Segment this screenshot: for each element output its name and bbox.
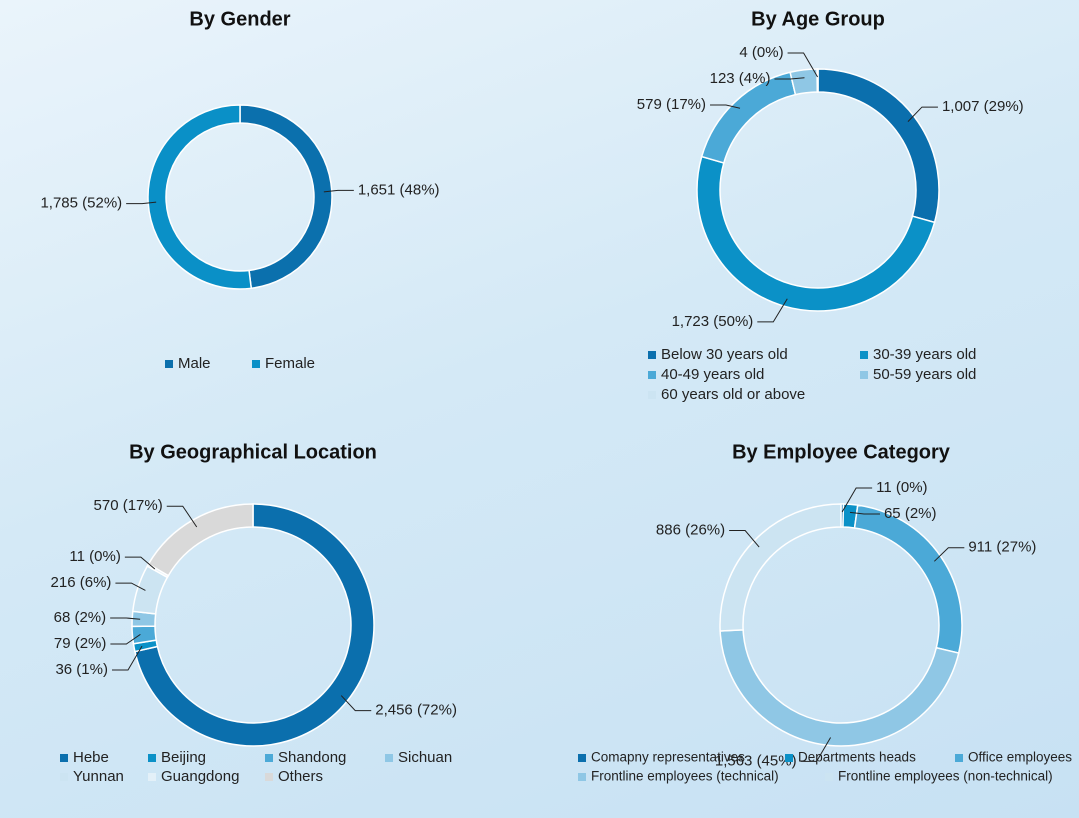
legend-label: Guangdong (161, 768, 239, 785)
leader-line (800, 737, 832, 762)
data-label: 36 (1%) (55, 661, 108, 678)
donut-slice (147, 503, 254, 577)
legend-swatch (60, 773, 68, 781)
leader-line (115, 582, 146, 591)
legend-label: 50-59 years old (873, 366, 976, 383)
legend-label: Yunnan (73, 768, 124, 785)
legend-swatch (860, 371, 868, 379)
legend-swatch (252, 360, 260, 368)
donut-slice (853, 504, 963, 654)
donut-slice (817, 68, 940, 224)
leader-line (729, 530, 760, 548)
leader-line (110, 617, 141, 620)
legend-swatch (148, 754, 156, 762)
leader-line (111, 645, 143, 671)
leader-line (849, 511, 880, 515)
data-label: 1,785 (52%) (40, 195, 122, 212)
legend-label: Frontline employees (technical) (591, 769, 779, 784)
legend-label: Below 30 years old (661, 346, 788, 363)
legend-swatch (785, 754, 793, 762)
legend-swatch (265, 773, 273, 781)
chart-title: By Geographical Location (129, 441, 377, 463)
legend-label: Shandong (278, 749, 346, 766)
data-label: 579 (17%) (637, 96, 706, 113)
leader-line (907, 106, 938, 122)
data-label: 886 (26%) (656, 522, 725, 539)
legend-swatch (648, 371, 656, 379)
legend-label: Others (278, 768, 323, 785)
data-label: 2,456 (72%) (375, 702, 457, 719)
legend-swatch (165, 360, 173, 368)
data-label: 570 (17%) (94, 497, 163, 514)
data-label: 65 (2%) (884, 505, 937, 522)
legend-swatch (385, 754, 393, 762)
leader-line (774, 77, 805, 80)
donut-slice (719, 503, 842, 632)
chart-title: By Age Group (751, 8, 885, 30)
legend-swatch (578, 754, 586, 762)
legend-label: Beijing (161, 749, 206, 766)
data-label: 79 (2%) (54, 635, 107, 652)
legend-label: 30-39 years old (873, 346, 976, 363)
leader-line (166, 505, 198, 528)
donut-slice (696, 155, 936, 312)
data-label: 68 (2%) (54, 609, 107, 626)
donut-slice (816, 68, 819, 93)
leader-line (340, 695, 372, 712)
data-label: 216 (6%) (51, 574, 112, 591)
legend-swatch (825, 773, 833, 781)
legend-swatch (265, 754, 273, 762)
data-label: 1,563 (45%) (715, 752, 797, 769)
legend-label: Male (178, 355, 211, 372)
legend-swatch (648, 391, 656, 399)
legend-label: Hebe (73, 749, 109, 766)
legend-label: Female (265, 355, 315, 372)
legend-swatch (648, 351, 656, 359)
legend-swatch (578, 773, 586, 781)
legend-label: Office employees (968, 750, 1072, 765)
donut-slice (239, 104, 333, 290)
leader-line (323, 189, 354, 193)
donut-slice (131, 625, 158, 645)
donut-slice (719, 629, 960, 747)
leader-line (757, 298, 788, 323)
legend-label: Departments heads (798, 750, 916, 765)
legend-label: Sichuan (398, 749, 452, 766)
leader-line (787, 52, 819, 78)
legend-label: 60 years old or above (661, 386, 805, 403)
leader-line (124, 556, 156, 570)
leader-line (710, 104, 741, 109)
legend-label: 40-49 years old (661, 366, 764, 383)
legend-swatch (955, 754, 963, 762)
data-label: 1,651 (48%) (358, 181, 440, 198)
leader-line (933, 547, 965, 562)
data-label: 911 (27%) (968, 539, 1036, 556)
legend-label: Frontline employees (non-technical) (838, 769, 1053, 784)
legend-swatch (860, 351, 868, 359)
legend-label: Comapny representatives (591, 750, 745, 765)
data-label: 4 (0%) (739, 44, 783, 61)
chart-title: By Employee Category (732, 441, 951, 463)
leader-line (110, 633, 141, 645)
legend-swatch (148, 773, 156, 781)
leader-line (841, 487, 873, 513)
legend-swatch (60, 754, 68, 762)
data-label: 123 (4%) (710, 70, 771, 87)
leader-line (126, 201, 157, 205)
donut-slice (134, 503, 375, 747)
donut-slice (789, 68, 819, 96)
data-label: 1,007 (29%) (942, 98, 1024, 115)
donut-slice (147, 104, 253, 290)
data-label: 11 (0%) (69, 548, 120, 565)
chart-title: By Gender (189, 8, 290, 30)
data-label: 1,723 (50%) (672, 313, 754, 330)
data-label: 11 (0%) (876, 479, 927, 496)
